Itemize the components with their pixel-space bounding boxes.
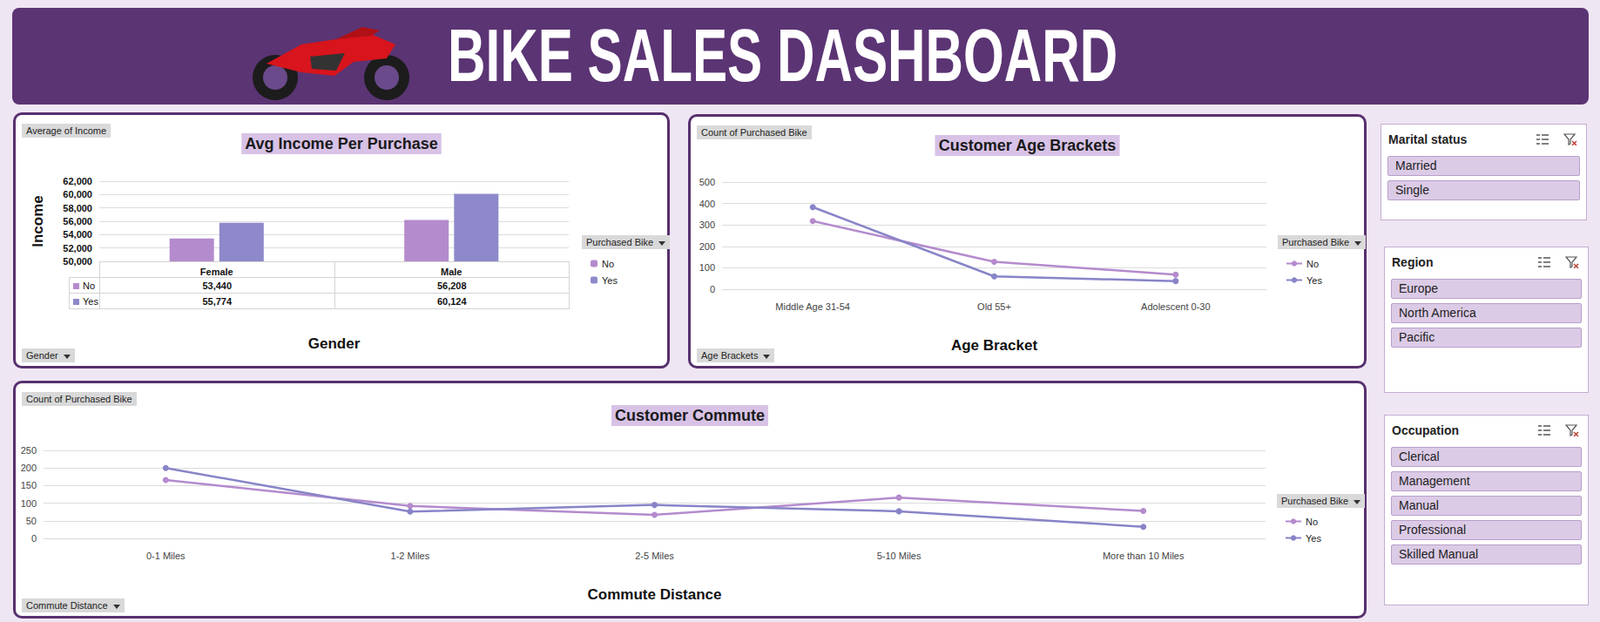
- html-text:Purchased Bike: Purchased Bike: [586, 236, 654, 248]
- html-text:Europe: Europe: [1398, 281, 1439, 296]
- html-text:Marital status: Marital status: [1388, 132, 1468, 147]
- svg-text:1-2 Miles: 1-2 Miles: [391, 550, 431, 561]
- html-text:56,208: 56,208: [437, 280, 467, 291]
- svg-text:No: No: [601, 258, 615, 270]
- svg-text:0: 0: [709, 283, 716, 295]
- html-text:Manual: Manual: [1398, 498, 1439, 513]
- svg-text:Customer Commute: Customer Commute: [614, 406, 765, 425]
- html-text:Skilled Manual: Skilled Manual: [1398, 546, 1479, 561]
- svg-text:Yes: Yes: [601, 275, 618, 286]
- html-text:Clerical: Clerical: [1398, 449, 1440, 464]
- svg-text:62,000: 62,000: [62, 175, 93, 187]
- svg-text:Female: Female: [200, 266, 234, 277]
- svg-text:More than 10 Miles: More than 10 Miles: [1102, 550, 1185, 561]
- svg-text:60,000: 60,000: [62, 189, 93, 200]
- html-text:Commute Distance: Commute Distance: [26, 600, 108, 611]
- svg-text:200: 200: [20, 462, 37, 473]
- svg-text:100: 100: [699, 262, 716, 273]
- html-text:53,440: 53,440: [202, 280, 232, 291]
- html-text:Region: Region: [1391, 255, 1434, 270]
- svg-text:400: 400: [699, 198, 716, 210]
- svg-text:Age Bracket: Age Bracket: [951, 337, 1039, 354]
- svg-text:54,000: 54,000: [62, 229, 93, 240]
- svg-text:Avg Income Per Purchase: Avg Income Per Purchase: [244, 135, 438, 153]
- svg-text:250: 250: [20, 445, 37, 456]
- html-text:Average of Income: Average of Income: [26, 125, 107, 136]
- html-text:Age Brackets: Age Brackets: [701, 350, 759, 361]
- svg-text:Commute Distance: Commute Distance: [587, 586, 723, 603]
- svg-text:200: 200: [699, 241, 716, 252]
- html-text:Pacific: Pacific: [1398, 330, 1435, 345]
- svg-text:Yes: Yes: [1305, 533, 1322, 544]
- html-text:Management: Management: [1398, 473, 1470, 488]
- svg-text:150: 150: [20, 479, 37, 491]
- svg-text:0-1 Miles: 0-1 Miles: [146, 550, 186, 561]
- svg-text:500: 500: [699, 176, 716, 188]
- svg-text:Middle Age 31-54: Middle Age 31-54: [775, 301, 851, 312]
- html-text:Purchased Bike: Purchased Bike: [1281, 495, 1349, 507]
- svg-text:58,000: 58,000: [62, 202, 93, 214]
- html-text:BIKE SALES DASHBOARD: BIKE SALES DASHBOARD: [447, 13, 1118, 97]
- svg-text:Male: Male: [440, 266, 462, 277]
- html-text:Gender: Gender: [26, 350, 59, 361]
- html-text:Married: Married: [1395, 158, 1437, 173]
- svg-text:50,000: 50,000: [62, 256, 93, 267]
- svg-text:Adolescent 0-30: Adolescent 0-30: [1140, 301, 1211, 312]
- html-text:55,774: 55,774: [202, 296, 232, 307]
- html-text:North America: North America: [1398, 305, 1477, 320]
- svg-text:Old 55+: Old 55+: [977, 301, 1012, 312]
- svg-text:100: 100: [20, 498, 37, 509]
- html-text:No: No: [82, 280, 96, 291]
- svg-text:Gender: Gender: [308, 335, 361, 352]
- svg-text:Income: Income: [29, 195, 47, 248]
- html-text:Professional: Professional: [1398, 522, 1466, 537]
- html-text:Occupation: Occupation: [1391, 423, 1459, 438]
- html-text:Yes: Yes: [82, 296, 99, 307]
- html-text:Single: Single: [1395, 182, 1430, 197]
- svg-text:300: 300: [699, 219, 716, 230]
- svg-text:2-5 Miles: 2-5 Miles: [634, 550, 675, 561]
- svg-text:52,000: 52,000: [62, 243, 93, 254]
- svg-text:5-10 Miles: 5-10 Miles: [877, 550, 922, 561]
- html-text:Count of Purchased Bike: Count of Purchased Bike: [26, 393, 133, 405]
- html-text:60,124: 60,124: [437, 296, 467, 307]
- svg-text:50: 50: [26, 515, 37, 527]
- svg-text:No: No: [1305, 516, 1318, 527]
- svg-text:No: No: [1306, 258, 1319, 270]
- svg-text:56,000: 56,000: [62, 216, 93, 227]
- svg-text:Customer Age Brackets: Customer Age Brackets: [938, 136, 1116, 155]
- html-text:Purchased Bike: Purchased Bike: [1282, 236, 1350, 248]
- svg-text:0: 0: [31, 533, 37, 544]
- svg-text:Yes: Yes: [1306, 275, 1323, 286]
- html-text:Count of Purchased Bike: Count of Purchased Bike: [701, 127, 808, 138]
